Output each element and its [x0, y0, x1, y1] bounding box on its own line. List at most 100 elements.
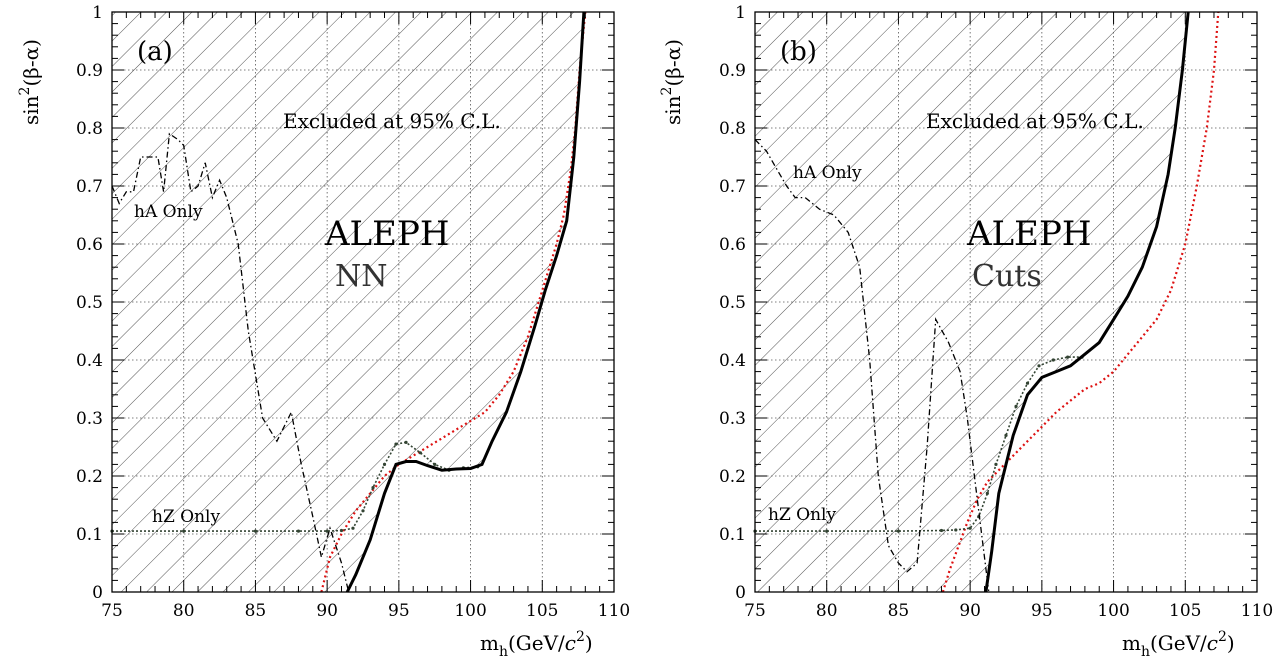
y-tick-label: 0.6: [719, 235, 746, 255]
x-axis-label-close: ): [585, 631, 593, 655]
y-axis-label: sin2(β-α): [17, 39, 43, 125]
hZ-only-label: hZ Only: [152, 507, 220, 527]
observed-curve: [345, 11, 586, 593]
y-tick-label: 0.2: [719, 467, 746, 487]
method-label: Cuts: [972, 259, 1042, 294]
hz-only-marker: [1014, 404, 1018, 408]
grid: [112, 12, 614, 592]
x-tick-label: 80: [816, 601, 838, 621]
x-axis-label-main: m: [480, 631, 499, 655]
x-axis-label-sup: 2: [1218, 629, 1227, 645]
hz-only-marker: [1025, 381, 1030, 385]
x-tick-labels: 75 80 85 90 95 100 105 110: [744, 601, 1273, 621]
hz-only-marker: [296, 529, 301, 533]
hA-only-label: hA Only: [793, 163, 862, 183]
panel-label: (b): [780, 37, 817, 67]
hz-only-marker: [339, 528, 344, 533]
y-tick-label: 0.8: [719, 119, 746, 139]
x-axis-label: mh(GeV/c2): [480, 629, 593, 660]
y-tick-label: 0.1: [76, 525, 103, 545]
y-tick-label: 0.8: [76, 119, 103, 139]
y-axis-label-pre: sin: [19, 95, 43, 125]
series-layer: [753, 11, 1220, 593]
y-tick-label: 0: [735, 583, 746, 603]
hz-only-marker: [994, 462, 998, 466]
y-tick-label: 0.7: [719, 177, 746, 197]
method-label: NN: [335, 259, 388, 294]
x-tick-label: 100: [454, 601, 486, 621]
ticks: [754, 11, 1258, 593]
y-tick-labels: 0 0.1 0.2 0.3 0.4 0.5 0.6 0.7 0.8 0.9 1: [719, 3, 746, 603]
hz-only-marker: [985, 491, 989, 495]
hz-only-marker: [1004, 433, 1008, 437]
hz-only-marker: [433, 462, 437, 466]
hz-only-marker: [939, 528, 944, 533]
y-tick-label: 0.9: [719, 61, 746, 81]
y-tick-label: 0.5: [76, 293, 103, 313]
x-tick-label: 95: [1031, 601, 1053, 621]
x-tick-labels: 75 80 85 90 95 100 105 110: [101, 601, 630, 621]
y-axis-label-sup: 2: [17, 87, 33, 96]
hz-only-marker: [968, 526, 972, 530]
observed-curve: [984, 11, 1190, 593]
expected-curve: [320, 11, 587, 593]
y-axis-label-pre: sin: [661, 95, 685, 125]
hz-only-marker: [351, 526, 355, 530]
x-tick-label: 110: [598, 601, 630, 621]
x-axis-label-sub: h: [499, 644, 508, 660]
ticks: [111, 11, 615, 593]
hz-only-marker: [394, 442, 398, 446]
hz-only-marker: [1051, 358, 1055, 362]
x-tick-label: 90: [316, 601, 338, 621]
x-axis-label-sup: 2: [576, 629, 585, 645]
y-axis-label-sup: 2: [659, 87, 675, 96]
x-tick-label: 75: [744, 601, 766, 621]
y-axis-label: sin2(β-α): [659, 39, 685, 125]
x-axis-label-rest: (GeV/: [1150, 631, 1207, 655]
expected-curve: [941, 11, 1220, 593]
y-tick-label: 0.5: [719, 293, 746, 313]
x-axis-label: mh(GeV/c2): [1122, 629, 1235, 660]
x-tick-label: 85: [245, 601, 267, 621]
y-tick-label: 0.3: [76, 409, 103, 429]
hz-only-marker: [382, 462, 387, 466]
hz-only-marker: [404, 440, 408, 444]
y-tick-label: 0.2: [76, 467, 103, 487]
y-tick-label: 0.4: [76, 351, 103, 371]
panel-label: (a): [137, 37, 173, 67]
x-tick-label: 105: [1169, 601, 1201, 621]
y-tick-labels: 0 0.1 0.2 0.3 0.4 0.5 0.6 0.7 0.8 0.9 1: [76, 3, 103, 603]
x-axis-label-rest: (GeV/: [508, 631, 565, 655]
x-axis-label-close: ): [1227, 631, 1235, 655]
grid: [755, 12, 1257, 592]
x-tick-label: 80: [173, 601, 195, 621]
hZ-only-label: hZ Only: [768, 505, 836, 525]
x-tick-label: 100: [1097, 601, 1129, 621]
chart-panel-b: 75 80 85 90 95 100 105 110 00.10.20.30.40.50.60…: [659, 3, 1273, 660]
y-tick-label: 1: [735, 3, 746, 23]
y-tick-label: 0.6: [76, 235, 103, 255]
x-axis-label-unit: c: [565, 631, 576, 655]
x-axis-label-unit: c: [1207, 631, 1218, 655]
hz-only-marker: [825, 529, 829, 533]
chart-panel-a: 75 80 85 90 95 100 105 110 00.10.20.30.40.50.60…: [17, 3, 630, 660]
hA-only-label: hA Only: [134, 202, 203, 222]
hz-only-curve: [112, 441, 478, 532]
y-tick-label: 0.7: [76, 177, 103, 197]
y-axis-label-post: (β-α): [19, 39, 43, 86]
y-tick-label: 0.3: [719, 409, 746, 429]
experiment-label: ALEPH: [324, 214, 449, 254]
x-tick-label: 85: [888, 601, 910, 621]
x-axis-label-sub: h: [1141, 644, 1150, 660]
hz-only-marker: [253, 529, 258, 533]
hz-only-marker: [954, 528, 958, 532]
x-tick-label: 90: [959, 601, 981, 621]
x-tick-label: 75: [101, 601, 123, 621]
hz-only-marker: [371, 486, 375, 490]
y-tick-label: 0.9: [76, 61, 103, 81]
hz-only-marker: [896, 529, 901, 533]
experiment-label: ALEPH: [966, 214, 1091, 254]
y-tick-label: 0.4: [719, 351, 746, 371]
x-tick-label: 95: [388, 601, 410, 621]
